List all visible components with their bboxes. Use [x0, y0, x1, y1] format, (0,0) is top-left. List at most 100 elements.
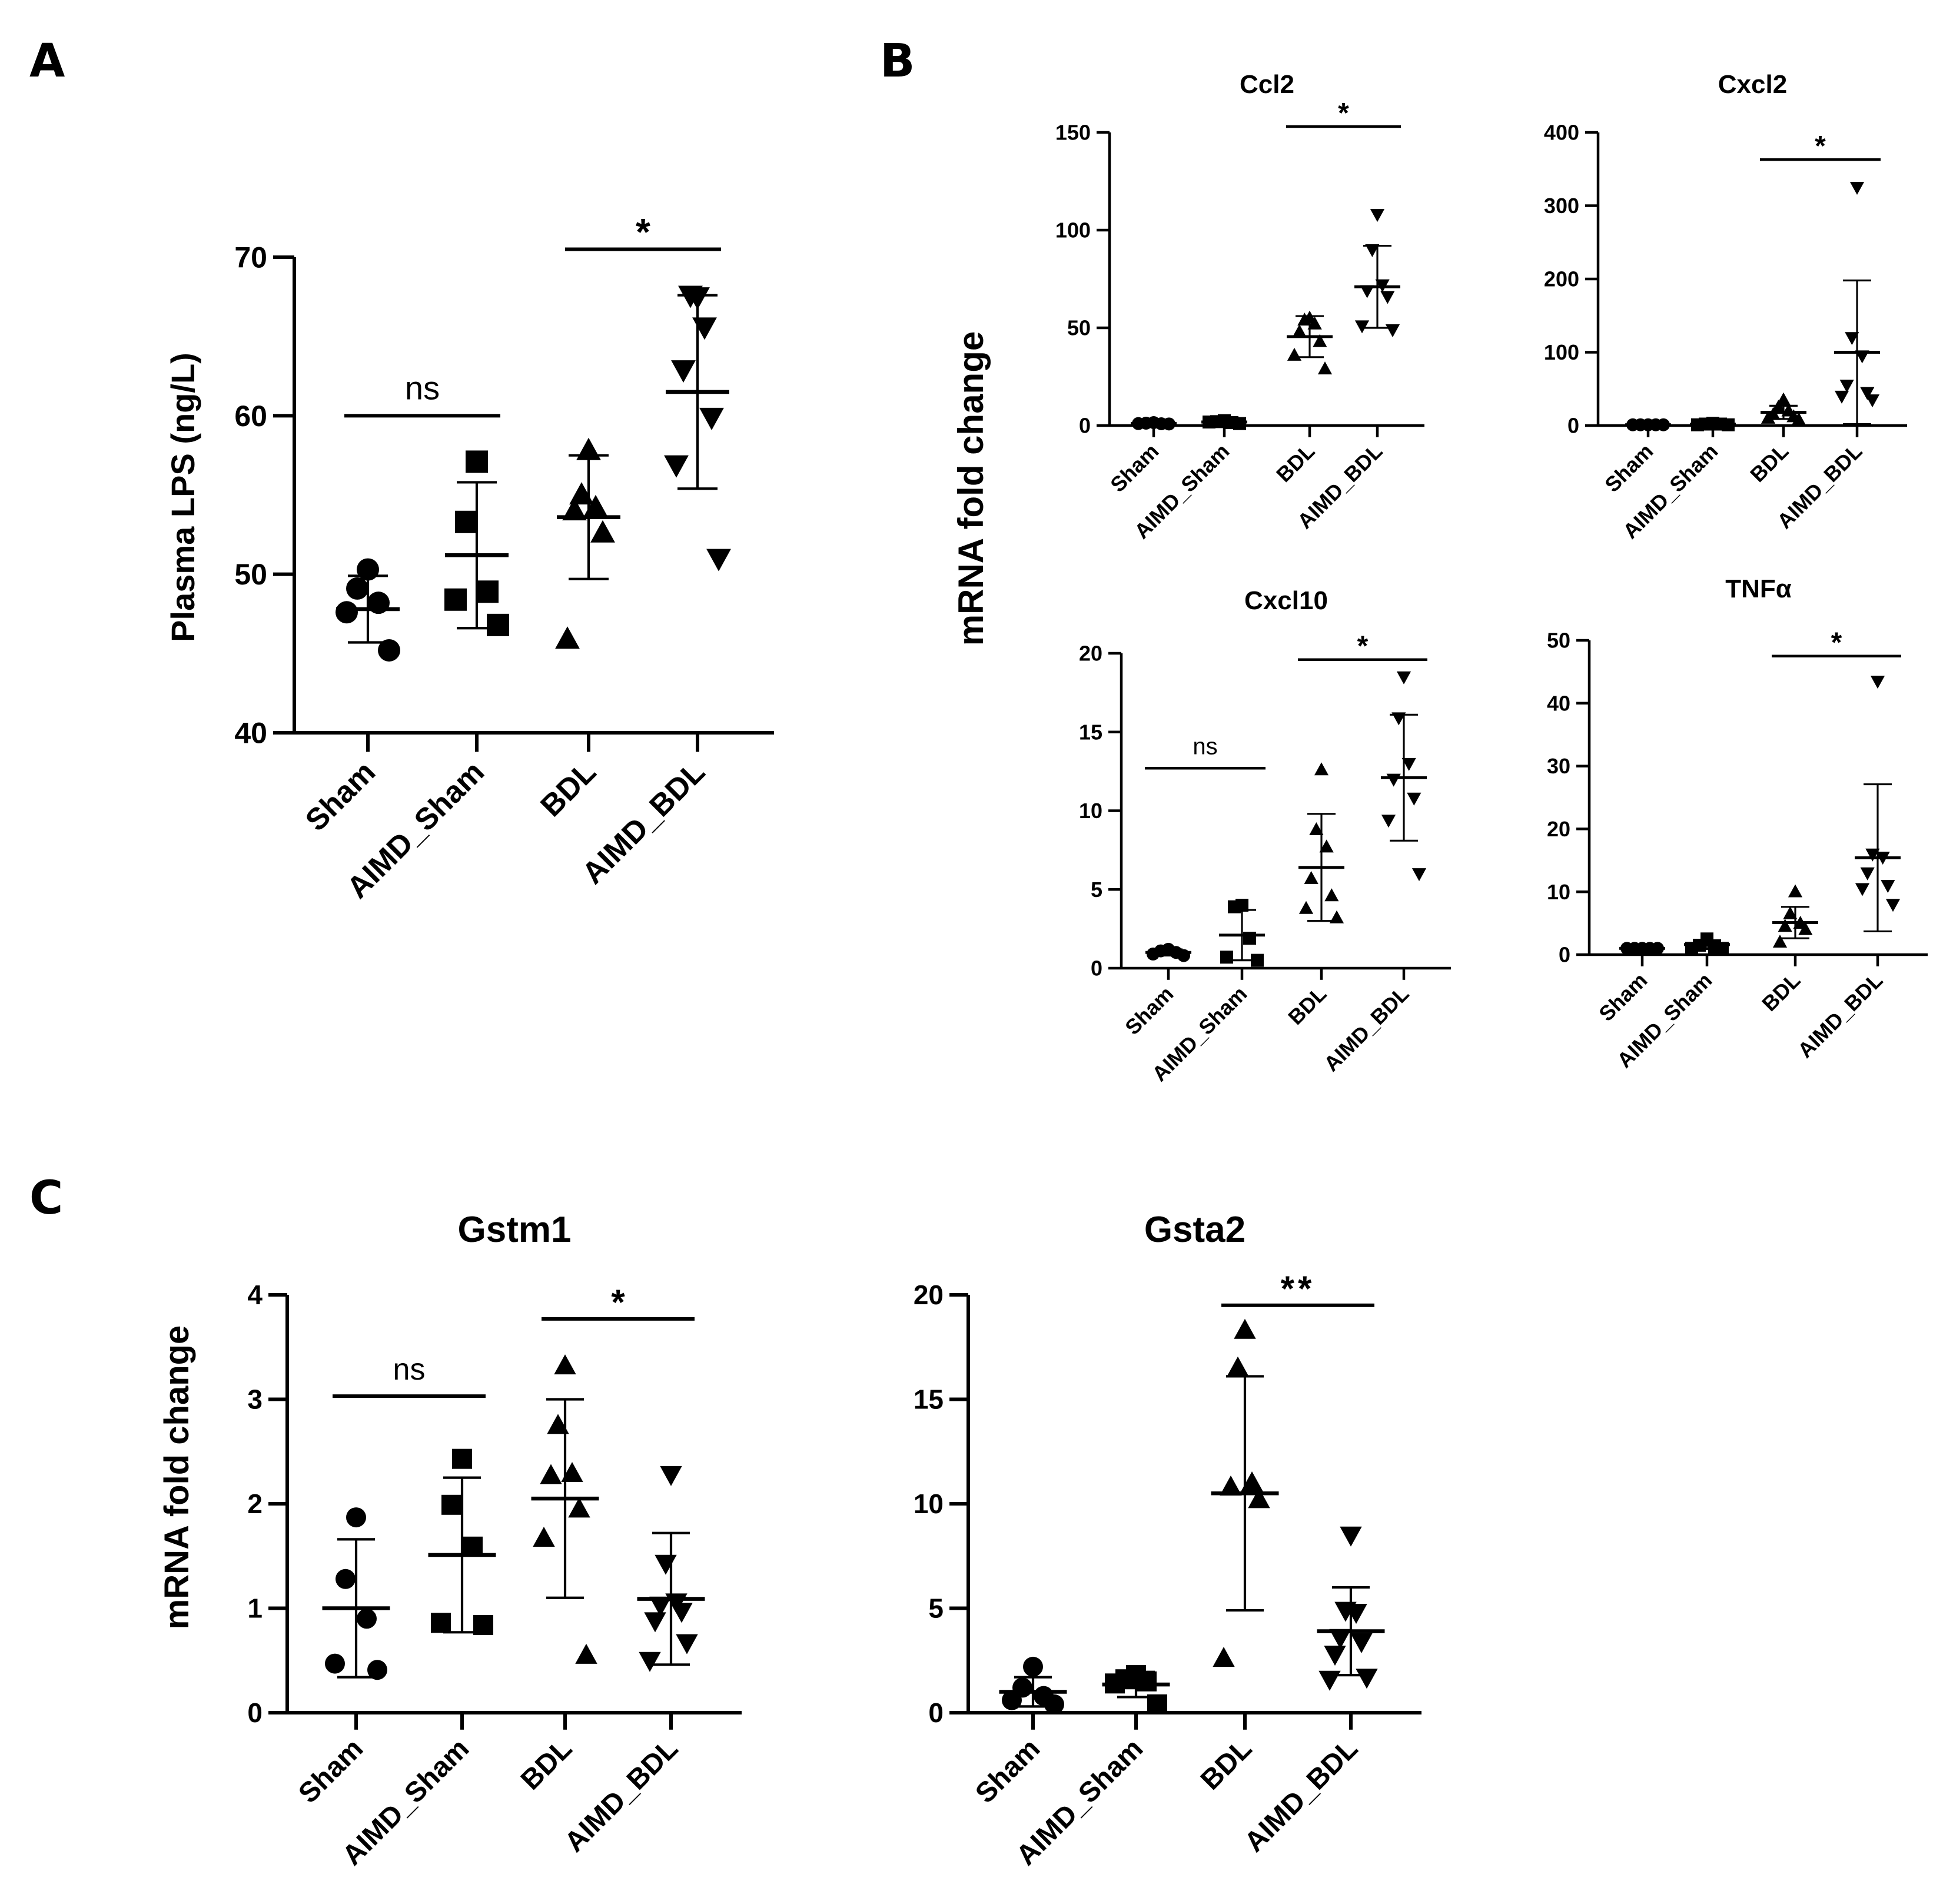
b-ccl2-y-tick-label: 50: [1067, 316, 1091, 340]
c-gsta2-point: [1318, 1670, 1341, 1691]
c-gstm1-point: [346, 1507, 366, 1528]
c-gstm1-point: [547, 1414, 569, 1434]
b-ccl2-y-tick-label: 0: [1079, 414, 1091, 438]
c-gstm1-point: [649, 1596, 672, 1617]
a-point: [671, 360, 696, 383]
c-gstm1-point: [676, 1634, 698, 1654]
a-point: [346, 577, 368, 600]
b-cxcl10-point: [1401, 757, 1416, 771]
b-cxcl2-y-tick-label: 400: [1544, 121, 1579, 145]
b-cxcl10-y-tick-label: 20: [1079, 642, 1102, 666]
b-cxcl2-category-label: BDL: [1745, 439, 1793, 487]
c-gsta2-point: [1002, 1690, 1022, 1710]
y-axis-label-panel-b: mRNA fold change: [951, 331, 991, 646]
b-cxcl2-category-label: Sham: [1600, 439, 1658, 497]
b-ccl2-title: Ccl2: [1240, 70, 1294, 99]
b-cxcl10-y-tick-label: 5: [1091, 878, 1102, 902]
b-cxcl10-title: Cxcl10: [1244, 586, 1328, 615]
b-cxcl10-point: [1228, 900, 1241, 913]
a-point: [678, 285, 703, 308]
b-ccl2-y-tick-label: 100: [1055, 218, 1091, 242]
b-cxcl10-point: [1251, 953, 1264, 967]
a-point: [487, 613, 509, 636]
b-ccl2-category-label: BDL: [1271, 439, 1319, 487]
c-gstm1-category-label: BDL: [515, 1733, 578, 1796]
b-ccl2-point: [1365, 244, 1380, 257]
c-gstm1-y-tick-label: 4: [247, 1280, 263, 1310]
b-cxcl10-point: [1314, 762, 1329, 776]
c-gstm1-y-tick-label: 3: [247, 1384, 263, 1415]
a-point: [699, 407, 724, 430]
b-cxcl10-significance-label: ns: [1193, 733, 1217, 759]
c-gsta2-point: [1137, 1671, 1157, 1692]
a-point: [664, 455, 689, 478]
a-category-label: BDL: [534, 755, 603, 823]
b-cxcl10-point: [1386, 773, 1401, 787]
b-cxcl10-point: [1298, 901, 1314, 914]
b-cxcl2-point: [1776, 392, 1791, 406]
b-tnfa-category-label: AIMD_BDL: [1793, 968, 1888, 1063]
b-ccl2-y-tick-label: 150: [1055, 121, 1091, 145]
a-point: [692, 317, 717, 340]
a-point: [476, 580, 499, 603]
b-cxcl10-y-tick-label: 15: [1079, 720, 1102, 744]
c-gstm1-point: [575, 1643, 597, 1664]
b-tnfa-point: [1860, 867, 1875, 880]
b-cxcl10-point: [1147, 947, 1160, 961]
a-point: [555, 626, 580, 649]
c-gstm1-y-tick-label: 2: [247, 1488, 263, 1519]
b-tnfa-significance-label: *: [1831, 627, 1842, 659]
c-gsta2-point: [1324, 1646, 1346, 1666]
c-gstm1-point: [357, 1609, 377, 1629]
b-cxcl2-significance-label: *: [1815, 131, 1826, 162]
a-point: [336, 601, 358, 624]
c-gstm1-point: [431, 1613, 451, 1633]
c-gstm1-point: [655, 1554, 677, 1575]
b-tnfa-y-tick-label: 40: [1547, 691, 1570, 715]
b-ccl2-point: [1292, 324, 1307, 337]
c-gsta2-point: [1248, 1488, 1270, 1508]
c-gstm1-point: [639, 1652, 661, 1672]
b-tnfa-y-tick-label: 0: [1559, 943, 1570, 967]
b-ccl2-point: [1317, 361, 1333, 375]
c-gstm1-title: Gstm1: [458, 1209, 572, 1250]
b-cxcl10-category-label: AIMD_BDL: [1319, 982, 1414, 1076]
b-cxcl2-point: [1839, 380, 1854, 393]
b-tnfa-category-label: Sham: [1594, 968, 1652, 1026]
b-cxcl10-y-tick-label: 0: [1091, 956, 1102, 981]
c-gstm1-category-label: Sham: [293, 1733, 369, 1809]
b-cxcl10-point: [1220, 951, 1233, 964]
a-point: [444, 588, 467, 611]
c-gsta2-y-tick-label: 0: [928, 1697, 944, 1728]
b-cxcl2-point: [1834, 390, 1849, 404]
b-cxcl10-point: [1324, 888, 1339, 902]
c-gsta2-point: [1044, 1694, 1064, 1714]
b-ccl2-point: [1370, 209, 1385, 222]
b-cxcl10-point: [1304, 870, 1318, 884]
c-gstm1-point: [452, 1448, 472, 1469]
b-cxcl10-point: [1396, 671, 1411, 684]
c-gsta2-point: [1023, 1656, 1043, 1677]
c-gsta2-point: [1356, 1669, 1378, 1689]
b-cxcl10-point: [1411, 868, 1427, 882]
b-tnfa-y-tick-label: 30: [1547, 754, 1570, 778]
panel-label-a: A: [29, 35, 65, 88]
c-gsta2-title: Gsta2: [1144, 1209, 1245, 1250]
c-gsta2-y-tick-label: 20: [914, 1280, 944, 1310]
b-cxcl10-point: [1309, 822, 1324, 835]
b-cxcl2-y-tick-label: 300: [1544, 194, 1579, 218]
c-gstm1-point: [533, 1527, 555, 1547]
b-ccl2-point: [1307, 316, 1322, 330]
c-gstm1-point: [670, 1603, 693, 1623]
b-tnfa-point: [1783, 906, 1798, 919]
c-gsta2-category-label: AIMD_BDL: [1238, 1733, 1364, 1858]
c-gstm1-point: [660, 1466, 682, 1486]
a-point: [466, 450, 488, 473]
a-point: [455, 510, 477, 533]
b-ccl2-point: [1380, 291, 1395, 304]
c-gsta2-point: [1340, 1526, 1362, 1547]
b-cxcl2-point: [1845, 332, 1859, 345]
